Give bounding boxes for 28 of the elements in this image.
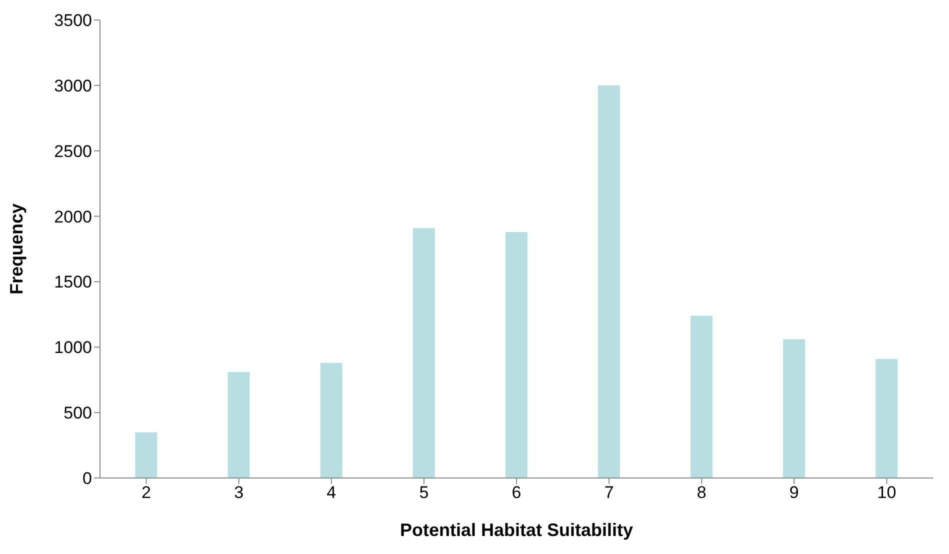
bar [320, 362, 342, 478]
y-tick-label: 500 [64, 404, 92, 423]
x-tick-label: 9 [789, 483, 799, 502]
bar [505, 232, 528, 478]
bar [228, 372, 250, 478]
x-tick-label: 5 [419, 483, 429, 502]
x-tick-label: 2 [142, 483, 152, 502]
y-tick-label: 0 [82, 469, 92, 488]
y-axis-title: Frequency [6, 203, 26, 295]
y-tick-label: 3500 [54, 11, 92, 30]
x-tick-label: 8 [696, 483, 706, 502]
bar [412, 228, 435, 478]
y-tick-label: 1500 [54, 272, 92, 292]
y-tick-label: 2500 [54, 142, 92, 161]
x-tick-label: 6 [512, 483, 522, 502]
y-tick-label: 3000 [54, 76, 92, 96]
bar [783, 339, 806, 478]
x-tick-label: 7 [604, 483, 614, 502]
x-tick-label: 3 [234, 483, 244, 502]
bar [598, 85, 620, 478]
x-axis-title: Potential Habitat Suitability [400, 520, 634, 540]
y-tick-label: 1000 [54, 338, 92, 358]
x-tick-label: 10 [877, 483, 896, 502]
bar [690, 316, 713, 478]
bar [876, 358, 898, 478]
y-tick-label: 2000 [54, 207, 92, 226]
x-tick-label: 4 [326, 483, 336, 502]
bar [135, 432, 158, 478]
